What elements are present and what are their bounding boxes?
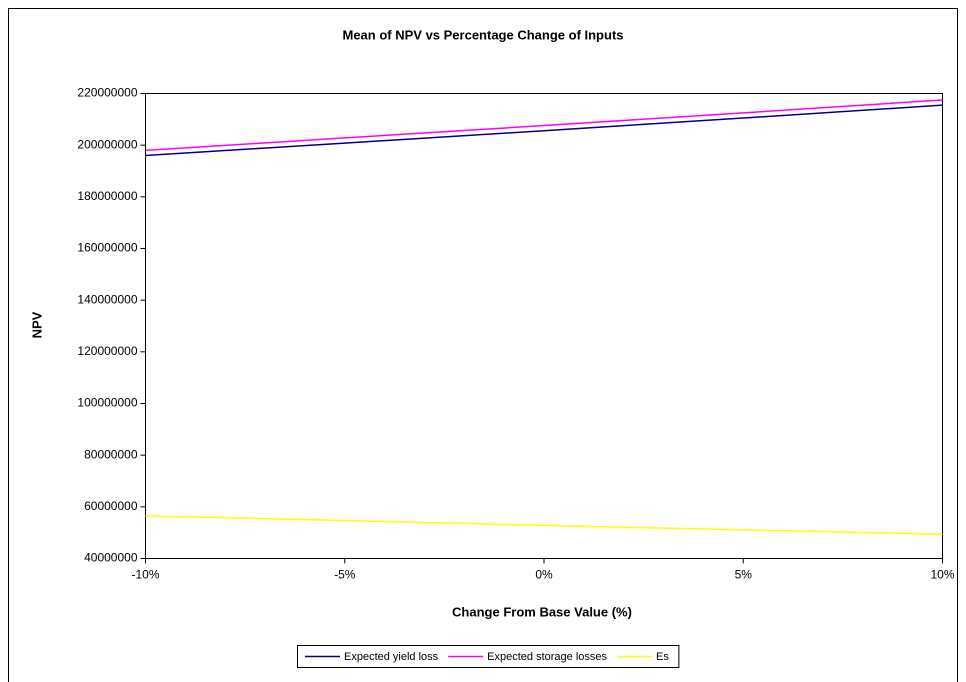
- x-tick-label: -10%: [131, 568, 159, 582]
- y-tick-label: 180000000: [77, 189, 137, 203]
- y-tick-label: 40000000: [84, 551, 138, 565]
- series-line: [145, 104, 943, 157]
- x-axis-title: Change From Base Value (%): [452, 604, 632, 619]
- x-tick-label: 5%: [735, 568, 753, 582]
- chart-title: Mean of NPV vs Percentage Change of Inpu…: [343, 27, 624, 42]
- chart-frame: [8, 8, 958, 682]
- y-tick-label: 200000000: [77, 137, 137, 151]
- x-tick-label: -5%: [334, 568, 356, 582]
- y-tick-label: 60000000: [84, 499, 138, 513]
- series-line: [145, 99, 943, 152]
- x-tick-label: 0%: [535, 568, 553, 582]
- y-tick-label: 220000000: [77, 86, 137, 100]
- series-line: [145, 515, 943, 535]
- y-tick-label: 80000000: [84, 447, 138, 461]
- y-tick-label: 100000000: [77, 396, 137, 410]
- y-tick-label: 160000000: [77, 241, 137, 255]
- legend-label: Expected storage losses: [487, 651, 607, 663]
- y-tick-label: 140000000: [77, 292, 137, 306]
- legend-label: Es: [656, 651, 669, 663]
- legend-label: Expected yield loss: [344, 651, 439, 663]
- y-tick-label: 120000000: [77, 344, 137, 358]
- y-axis-title: NPV: [29, 311, 44, 338]
- x-tick-label: 10%: [930, 568, 954, 582]
- legend-box: [297, 645, 680, 668]
